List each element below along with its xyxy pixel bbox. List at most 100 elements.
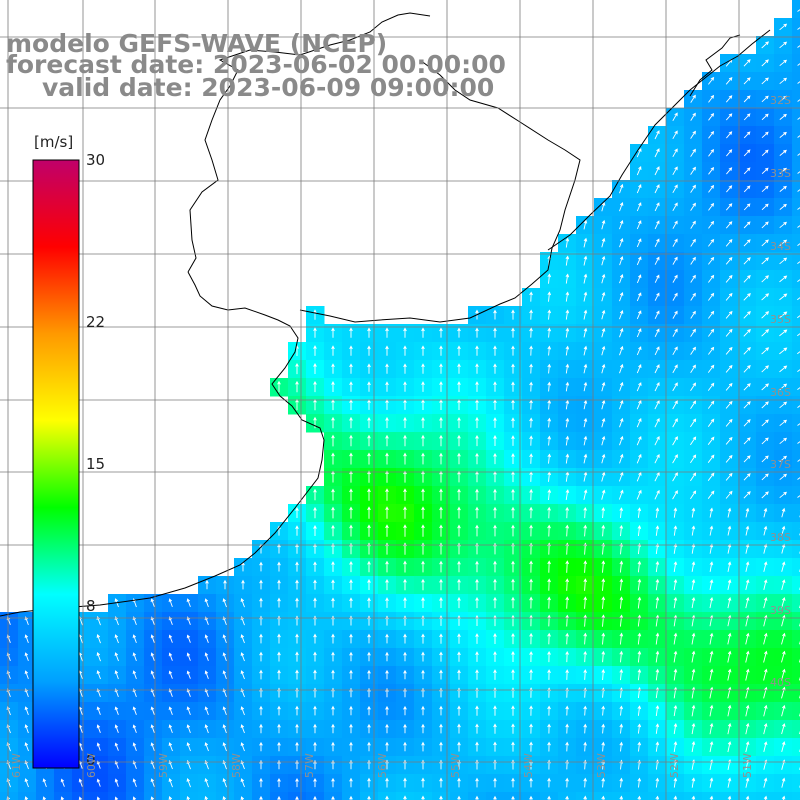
wind-arrow (96, 634, 101, 644)
wind-arrow (797, 189, 800, 192)
wind-arrow (672, 292, 678, 301)
wind-arrow (547, 578, 551, 591)
wind-arrow (761, 95, 769, 103)
wind-arrow (636, 435, 642, 446)
wind-cell (792, 774, 800, 793)
wind-arrow (779, 221, 788, 229)
wind-arrow (708, 184, 715, 193)
wind-cell (792, 234, 800, 253)
wind-arrow (709, 722, 714, 735)
wind-arrow (763, 741, 768, 753)
wind-arrow (204, 795, 209, 800)
wind-arrow (690, 382, 697, 392)
wind-arrow (493, 705, 497, 716)
wind-arrow (761, 221, 769, 229)
wind-arrow (439, 578, 443, 591)
colorbar-tick-label: 15 (86, 455, 106, 473)
wind-arrow (725, 382, 733, 391)
wind-arrow (745, 741, 750, 753)
wind-arrow (726, 149, 733, 157)
wind-arrow (709, 741, 714, 753)
wind-arrow (636, 453, 642, 464)
wind-cell (720, 792, 739, 800)
wind-arrow (725, 490, 733, 499)
wind-arrow (511, 453, 515, 464)
wind-arrow (331, 488, 335, 501)
wind-cell (198, 792, 217, 800)
wind-arrow (601, 560, 606, 573)
wind-arrow (114, 796, 119, 800)
wind-arrow (132, 634, 137, 644)
wind-arrow (619, 705, 624, 716)
wind-cell (792, 180, 800, 199)
wind-arrow (655, 741, 660, 752)
wind-arrow (204, 670, 209, 679)
wind-arrow (421, 506, 425, 519)
wind-arrow (457, 795, 461, 800)
wind-arrow (132, 670, 137, 680)
wind-cell (648, 792, 667, 800)
wind-arrow (781, 543, 786, 554)
wind-arrow (403, 705, 407, 716)
wind-arrow (797, 405, 800, 408)
wind-arrow (313, 309, 317, 320)
longitude-label: 54W (522, 753, 535, 778)
wind-arrow (385, 723, 389, 734)
wind-arrow (222, 652, 227, 662)
wind-arrow (743, 437, 751, 445)
wind-arrow (475, 524, 479, 537)
wind-arrow (779, 311, 788, 319)
wind-arrow (781, 704, 786, 717)
wind-arrow (547, 614, 551, 627)
wind-arrow (763, 579, 768, 591)
wind-arrow (331, 434, 335, 447)
estuary-shore (299, 59, 581, 323)
wind-cell (738, 792, 757, 800)
wind-arrow (725, 274, 733, 283)
wind-arrow (439, 597, 443, 608)
wind-arrow (205, 579, 209, 590)
wind-arrow (150, 598, 155, 608)
wind-arrow (475, 560, 479, 573)
wind-cell (414, 792, 433, 800)
wind-arrow (493, 560, 497, 573)
wind-arrow (240, 742, 245, 752)
wind-arrow (547, 453, 552, 464)
wind-arrow (636, 328, 642, 338)
wind-arrow (204, 616, 209, 625)
wind-arrow (763, 686, 768, 699)
wind-arrow (457, 651, 461, 662)
wind-arrow (583, 506, 588, 519)
wind-arrow (690, 310, 696, 319)
wind-arrow (619, 399, 624, 410)
wind-cell (792, 18, 800, 37)
wind-arrow (727, 777, 732, 788)
wind-arrow (277, 561, 281, 572)
wind-arrow (761, 149, 769, 157)
wind-arrow (725, 310, 733, 319)
wind-arrow (331, 597, 335, 608)
wind-arrow (673, 777, 678, 788)
wind-arrow (725, 346, 733, 355)
wind-cell (18, 792, 37, 800)
wind-arrow (96, 760, 101, 769)
colorbar (32, 159, 80, 769)
wind-arrow (619, 256, 624, 266)
wind-cell (792, 252, 800, 271)
wind-arrow (707, 454, 715, 463)
wind-arrow (259, 705, 263, 716)
wind-arrow (24, 796, 29, 800)
wind-arrow (475, 416, 479, 429)
colorbar-unit: [m/s] (34, 133, 74, 151)
wind-arrow (690, 418, 697, 428)
wind-arrow (691, 650, 696, 663)
wind-arrow (403, 327, 407, 338)
wind-arrow (493, 651, 497, 662)
wind-arrow (349, 327, 353, 338)
wind-arrow (709, 686, 714, 699)
wind-arrow (743, 419, 751, 427)
wind-arrow (493, 669, 497, 680)
wind-arrow (421, 795, 425, 800)
latitude-label: 32S (770, 94, 791, 107)
wind-arrow (529, 560, 533, 573)
